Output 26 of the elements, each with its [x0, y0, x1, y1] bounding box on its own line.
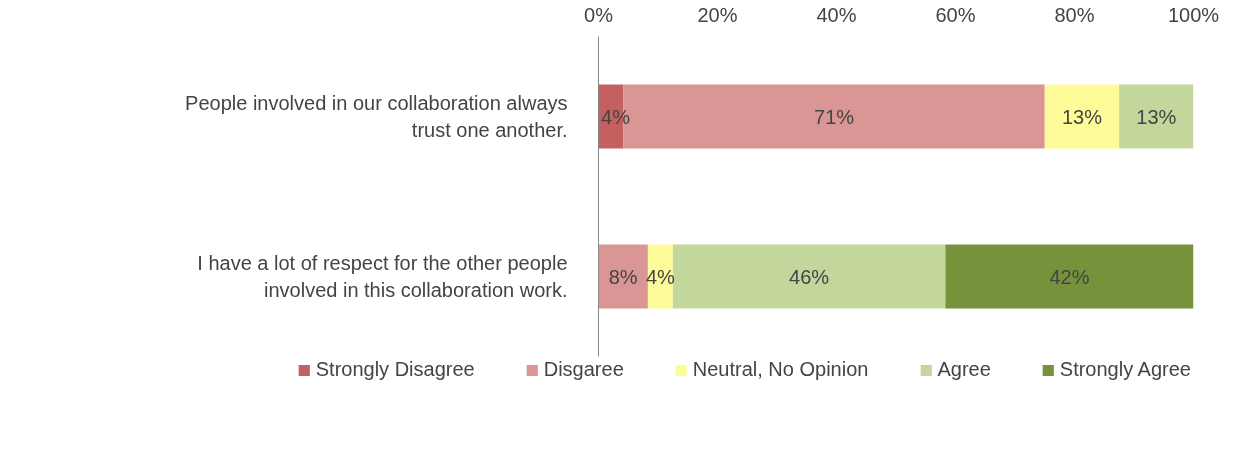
data-label: 13%	[1136, 105, 1177, 128]
y-tick-label: People involved in our collaboration always trust one another.	[185, 92, 568, 141]
data-label: 4%	[645, 265, 676, 288]
legend-label: Neutral, No Opinion	[692, 358, 869, 381]
data-label: 13%	[1061, 105, 1103, 128]
x-tick-label: 100%	[1167, 3, 1220, 26]
x-tick-label: 40%	[816, 3, 857, 26]
bar	[598, 244, 648, 309]
bar	[945, 244, 1194, 309]
bar	[1044, 84, 1120, 149]
data-label: 42%	[1049, 265, 1090, 288]
legend-label: Agree	[937, 358, 991, 381]
x-tick-label: 0%	[584, 3, 614, 26]
legend-label: Strongly Agree	[1059, 358, 1191, 381]
data-label: 46%	[789, 265, 830, 288]
x-tick-label: 60%	[935, 3, 976, 26]
y-tick-label: I have a lot of respect for the other people involved in this collaboration work.	[197, 252, 568, 301]
data-label: 71%	[814, 105, 855, 128]
legend-label: Strongly Disagree	[315, 358, 475, 381]
legend-label: Disgaree	[543, 358, 624, 381]
x-tick-label: 80%	[1054, 3, 1095, 26]
data-label: 8%	[608, 265, 638, 288]
data-label: 4%	[601, 105, 631, 128]
bar	[1119, 84, 1194, 149]
bar	[672, 244, 946, 309]
x-tick-label: 20%	[697, 3, 738, 26]
